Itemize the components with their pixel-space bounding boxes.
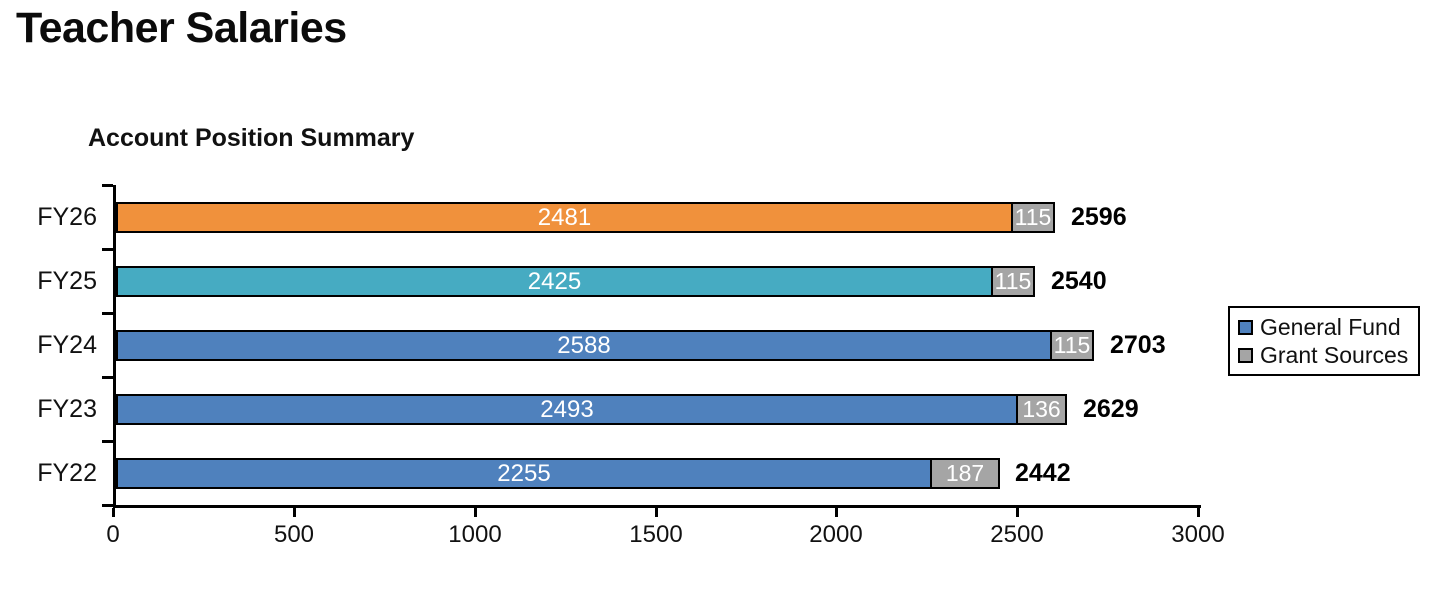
bar-value-label: 115 [1053,332,1091,358]
y-axis-tick [102,312,113,315]
x-axis-tick-label: 3000 [1171,521,1225,548]
y-axis-tick [102,376,113,379]
x-axis-tick [112,508,115,517]
bar-segment-general-fund: 2493 [116,394,1018,425]
bar-value-label: 115 [994,268,1032,294]
bar-segment-grant-sources: 136 [1016,394,1067,425]
bar-segment-general-fund: 2255 [116,458,932,489]
category-label-fy23: FY23 [37,395,97,423]
y-axis-tick [102,248,113,251]
bar-row: 2493 136 2629 [116,377,1201,441]
x-axis-tick-label: 2000 [809,521,863,548]
category-label-fy24: FY24 [37,331,97,359]
total-label: 2703 [1110,331,1166,359]
x-axis-tick [1016,508,1019,517]
x-axis-tick-label: 500 [273,521,315,548]
x-axis-tick [835,508,838,517]
total-label: 2629 [1083,395,1139,423]
total-label: 2596 [1071,203,1127,231]
x-axis-tick [1197,508,1200,517]
bar-value-label: 2255 [497,459,551,487]
legend-entry-grant-sources: Grant Sources [1238,341,1410,369]
legend-label-general-fund: General Fund [1260,313,1401,340]
bar-segment-grant-sources: 115 [991,266,1035,297]
bar-value-label: 2481 [537,203,592,231]
general-fund-swatch-icon [1238,319,1253,335]
bar-value-label: 187 [945,460,985,486]
bar-segment-general-fund: 2481 [116,202,1013,233]
bar-row: 2255 187 2442 [116,441,1201,505]
category-label-fy26: FY26 [37,203,97,231]
x-axis-tick-label: 1500 [629,521,683,548]
category-label-fy22: FY22 [37,459,97,487]
x-axis-tick-label: 2500 [990,521,1044,548]
total-label: 2442 [1015,459,1071,487]
page-title: Teacher Salaries [16,4,347,52]
bar-row: 2481 115 2596 [116,185,1201,249]
category-label-fy25: FY25 [37,267,97,295]
plot-area: 2481 115 2596 2425 115 2540 2588 115 2703 2493 136… [113,185,1201,508]
y-axis-tick [102,504,113,507]
x-axis-tick [293,508,296,517]
legend-box: General Fund Grant Sources [1228,306,1420,376]
bar-value-label: 115 [1014,204,1052,230]
bar-value-label: 2588 [557,331,611,359]
legend-label-grant-sources: Grant Sources [1260,341,1409,368]
bar-row: 2425 115 2540 [116,249,1201,313]
legend-entry-general-fund: General Fund [1238,313,1410,341]
chart-title: Account Position Summary [88,124,415,152]
bar-segment-grant-sources: 187 [930,458,1000,489]
bar-segment-general-fund: 2588 [116,330,1052,361]
x-axis-tick-label: 1000 [448,521,502,548]
x-axis-tick-label: 0 [106,521,120,548]
y-axis-tick [102,184,113,187]
bar-value-label: 136 [1022,396,1061,422]
bar-segment-general-fund: 2425 [116,266,993,297]
x-axis-tick [474,508,477,517]
bar-segment-grant-sources: 115 [1050,330,1094,361]
total-label: 2540 [1051,267,1107,295]
bar-value-label: 2493 [540,395,594,423]
grant-sources-swatch-icon [1238,347,1253,363]
y-axis-tick [102,440,113,443]
bar-value-label: 2425 [527,267,582,295]
bar-segment-grant-sources: 115 [1011,202,1055,233]
bar-row: 2588 115 2703 [116,313,1201,377]
x-axis-tick [655,508,658,517]
